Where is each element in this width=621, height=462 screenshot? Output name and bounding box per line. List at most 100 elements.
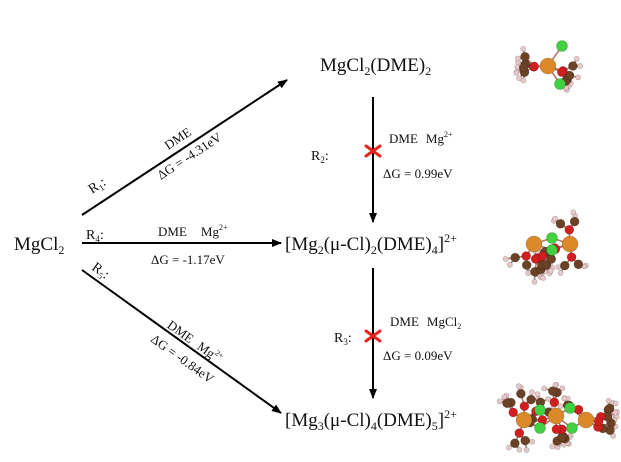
atom-h xyxy=(520,77,527,84)
atom-mg xyxy=(525,235,543,253)
atom-o xyxy=(530,254,541,264)
atom-h xyxy=(559,385,566,392)
atom-h xyxy=(523,447,530,453)
atom-h xyxy=(505,444,512,451)
species-mg3-trimer: [Mg3(μ-Cl)4(DME)5]2+ xyxy=(285,407,457,433)
atom-c xyxy=(526,394,536,405)
atom-h xyxy=(552,215,558,222)
atom-o xyxy=(556,67,567,77)
r3-label: R3: xyxy=(334,331,352,347)
atom-c xyxy=(573,259,584,270)
atom-c xyxy=(502,398,512,409)
atom-c xyxy=(518,62,529,73)
r2-reagents: DME Mg2+ xyxy=(389,130,453,146)
atom-cl xyxy=(554,78,566,90)
atom-h xyxy=(520,45,527,52)
atom-o xyxy=(521,251,532,261)
atom-h xyxy=(529,438,536,445)
atom-c xyxy=(569,216,580,227)
atom-cl xyxy=(546,232,558,244)
atom-o xyxy=(529,61,540,72)
r4-reagents: DME Mg2+ xyxy=(158,223,228,239)
atom-mg xyxy=(577,411,595,429)
atom-h xyxy=(549,443,556,450)
atom-h xyxy=(561,395,568,402)
atom-h xyxy=(557,270,564,276)
atom-h xyxy=(577,63,583,69)
species-mgcl2: MgCl2 xyxy=(14,234,64,257)
r3-reagents: DME MgCl2 xyxy=(390,314,461,331)
r4-label: R4: xyxy=(86,228,104,244)
atom-c xyxy=(516,388,526,399)
atom-h xyxy=(515,55,521,62)
atom-c xyxy=(564,70,575,81)
atom-h xyxy=(528,389,535,396)
atom-o xyxy=(519,401,530,412)
r1-label: R1: xyxy=(86,175,110,198)
atom-mg xyxy=(515,411,533,429)
arrow-r5 xyxy=(81,269,282,414)
atom-h xyxy=(547,267,554,274)
mgcl2-dme2-model xyxy=(513,40,583,93)
atom-h xyxy=(516,446,523,453)
atom-h xyxy=(557,403,564,410)
atom-o xyxy=(564,225,575,235)
atom-h xyxy=(515,383,522,390)
atom-o xyxy=(549,397,560,408)
atom-h xyxy=(605,397,612,404)
atom-mg xyxy=(561,235,579,253)
atom-h xyxy=(575,74,581,81)
atom-o xyxy=(593,416,604,427)
mg3-cl4-dme5-model xyxy=(496,381,620,453)
atom-o xyxy=(566,252,577,262)
atom-cl xyxy=(534,404,546,416)
r2-label: R2: xyxy=(311,149,329,165)
atom-c xyxy=(546,254,557,264)
arrow-r1 xyxy=(81,79,288,216)
atom-o xyxy=(508,407,519,418)
atom-h xyxy=(573,56,580,62)
atom-h xyxy=(502,255,509,262)
r4-delta-g: ΔG = -1.17eV xyxy=(151,252,225,267)
species-mgcl2-dme2: MgCl2(DME)2 xyxy=(320,55,431,78)
atom-cl xyxy=(534,422,546,434)
atom-c xyxy=(510,438,520,449)
atom-c xyxy=(568,61,578,71)
r3-delta-g: ΔG = 0.09eV xyxy=(383,348,453,363)
atom-cl xyxy=(556,40,568,52)
blocked-mark-r3 xyxy=(364,329,382,343)
atom-o xyxy=(514,428,525,438)
atom-c xyxy=(510,252,521,263)
atom-c xyxy=(559,260,570,271)
atom-h xyxy=(540,275,547,281)
atom-c xyxy=(520,435,531,446)
atom-h xyxy=(513,70,520,76)
atom-c xyxy=(521,260,532,270)
atom-o xyxy=(551,424,562,435)
atom-cl xyxy=(564,402,576,414)
atom-h xyxy=(612,400,619,407)
atom-c xyxy=(604,403,615,414)
atom-h xyxy=(541,385,548,392)
atom-cl xyxy=(566,422,578,434)
atom-c xyxy=(555,219,566,229)
atom-h xyxy=(525,270,532,276)
species-mg2-dimer: [Mg2(μ-Cl)2(DME)4]2+ xyxy=(285,231,457,257)
atom-mg xyxy=(547,407,565,425)
r5-label: R5: xyxy=(88,260,112,283)
atom-h xyxy=(496,398,503,405)
mg2-cl2-dme4-model xyxy=(502,209,589,285)
atom-h xyxy=(612,409,619,416)
atom-h xyxy=(570,209,577,216)
atom-c xyxy=(547,386,558,396)
atom-cl xyxy=(546,244,558,256)
atom-h xyxy=(506,261,513,268)
atom-c xyxy=(541,259,552,270)
atom-h xyxy=(516,75,523,82)
atom-c xyxy=(520,51,530,62)
atom-mg xyxy=(539,57,557,75)
atom-h xyxy=(545,396,552,402)
atom-h xyxy=(531,278,538,285)
